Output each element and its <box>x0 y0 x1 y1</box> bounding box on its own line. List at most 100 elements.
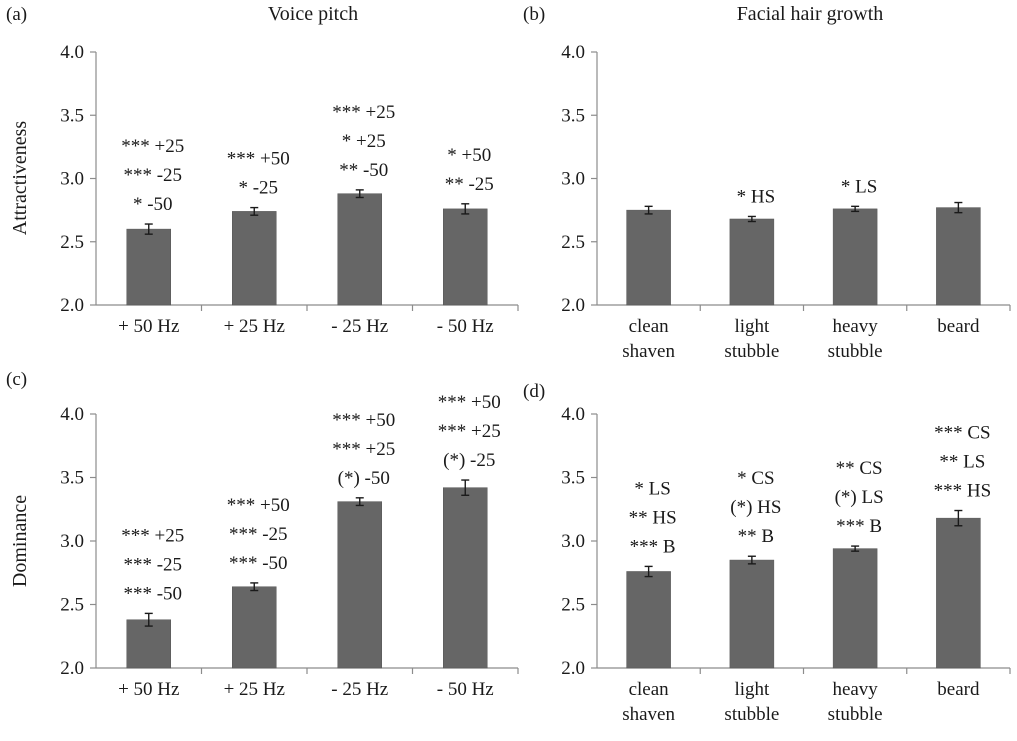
x-tick-label: - 25 Hz <box>331 679 388 700</box>
y-tick-label: 2.5 <box>561 232 585 253</box>
significance-annotation: ** -25 <box>445 174 494 195</box>
significance-annotation: ** -50 <box>339 160 388 181</box>
x-tick-label: clean <box>629 316 670 337</box>
significance-annotation: *** -50 <box>229 553 288 574</box>
y-axis-label: Dominance <box>9 495 31 587</box>
bar <box>626 209 671 306</box>
significance-annotation: * +50 <box>447 145 491 166</box>
y-tick-label: 4.0 <box>561 42 585 63</box>
x-tick-label: + 50 Hz <box>118 316 179 337</box>
panel-letter: (b) <box>523 4 545 25</box>
panel-a: (a) Voice pitch Attractiveness 2.0 2.5 3.0 3.5… <box>6 3 519 337</box>
significance-annotation: *** -25 <box>123 165 182 186</box>
y-tick-label: 4.0 <box>60 404 84 425</box>
y-tick-label: 2.5 <box>60 595 84 616</box>
significance-annotation: * CS <box>737 468 775 489</box>
significance-annotation: ** B <box>738 526 774 547</box>
x-tick-label: heavy <box>832 679 878 700</box>
panel-b: (b) Facial hair growth 2.0 2.5 3.0 3.5 4.0 clea… <box>523 3 1011 362</box>
x-tick-label: + 25 Hz <box>224 316 285 337</box>
bar <box>729 559 775 669</box>
x-tick-label: + 50 Hz <box>118 679 179 700</box>
y-tick-label: 2.5 <box>561 595 585 616</box>
x-tick-label: light <box>734 316 770 337</box>
bar <box>729 218 775 306</box>
significance-annotation: (*) LS <box>835 487 884 508</box>
x-tick-label: stubble <box>724 341 779 362</box>
bar <box>232 586 277 669</box>
y-tick-label: 2.0 <box>561 295 585 316</box>
y-tick-label: 3.5 <box>561 468 585 489</box>
panel-title: Facial hair growth <box>737 3 884 25</box>
bar <box>126 619 171 669</box>
x-tick-label: stubble <box>724 704 779 725</box>
significance-annotation: * HS <box>737 186 776 207</box>
y-tick-label: 2.0 <box>60 295 84 316</box>
panel-letter: (a) <box>6 4 27 25</box>
x-tick-label: - 25 Hz <box>331 316 388 337</box>
y-tick-label: 2.0 <box>60 658 84 679</box>
bar <box>337 501 382 669</box>
significance-annotation: * LS <box>841 176 877 197</box>
x-tick-label: shaven <box>622 704 675 725</box>
y-tick-label: 3.0 <box>561 169 585 190</box>
x-tick-label: shaven <box>622 341 675 362</box>
bar <box>936 517 981 669</box>
significance-annotation: (*) HS <box>730 497 781 518</box>
significance-annotation: ** CS <box>836 458 883 479</box>
significance-annotation: *** HS <box>934 481 992 502</box>
bar <box>936 207 981 306</box>
bar <box>337 193 382 306</box>
significance-annotation: *** +50 <box>227 495 290 516</box>
panel-d: (d) 2.0 2.5 3.0 3.5 4.0 * LS ** HS *** B clean sha… <box>523 381 1011 725</box>
significance-annotation: (*) -50 <box>338 468 390 489</box>
significance-annotation: *** +50 <box>438 392 501 413</box>
y-tick-label: 3.0 <box>60 531 84 552</box>
x-tick-label: - 50 Hz <box>437 679 494 700</box>
x-tick-label: beard <box>937 679 980 700</box>
bar <box>443 208 488 306</box>
x-tick-label: - 50 Hz <box>437 316 494 337</box>
significance-annotation: * LS <box>634 478 670 499</box>
significance-annotation: (*) -25 <box>443 450 495 471</box>
x-tick-label: clean <box>629 679 670 700</box>
panel-c: (c) Dominance 2.0 2.5 3.0 3.5 4.0 *** +25 *** -2… <box>6 369 519 700</box>
significance-annotation: *** -50 <box>123 583 182 604</box>
x-tick-label: beard <box>937 316 980 337</box>
y-axis-label: Attractiveness <box>9 121 31 236</box>
significance-annotation: *** +25 <box>332 102 395 123</box>
y-tick-label: 4.0 <box>60 42 84 63</box>
significance-annotation: *** -25 <box>123 554 182 575</box>
x-tick-label: light <box>734 679 770 700</box>
significance-annotation: * -50 <box>133 194 173 215</box>
significance-annotation: *** CS <box>934 423 991 444</box>
bar <box>626 571 671 669</box>
x-tick-label: + 25 Hz <box>224 679 285 700</box>
x-tick-label: heavy <box>832 316 878 337</box>
significance-annotation: *** +50 <box>227 149 290 170</box>
bar <box>126 228 171 306</box>
significance-annotation: * -25 <box>238 178 278 199</box>
bar <box>443 487 488 669</box>
y-tick-label: 2.0 <box>561 658 585 679</box>
significance-annotation: *** B <box>630 536 676 557</box>
significance-annotation: ** LS <box>939 452 985 473</box>
y-tick-label: 3.0 <box>60 169 84 190</box>
significance-annotation: *** +25 <box>121 525 184 546</box>
x-tick-label: stubble <box>828 704 883 725</box>
significance-annotation: *** -25 <box>229 524 288 545</box>
panel-letter: (d) <box>523 381 545 402</box>
y-tick-label: 3.5 <box>561 105 585 126</box>
significance-annotation: *** +25 <box>438 421 501 442</box>
significance-annotation: *** +50 <box>332 410 395 431</box>
significance-annotation: *** +25 <box>332 439 395 460</box>
x-tick-label: stubble <box>828 341 883 362</box>
y-tick-label: 3.5 <box>60 468 84 489</box>
bar <box>832 208 878 306</box>
y-tick-label: 2.5 <box>60 232 84 253</box>
panel-letter: (c) <box>6 369 27 390</box>
bar <box>832 548 878 669</box>
significance-annotation: *** B <box>836 516 882 537</box>
panel-title: Voice pitch <box>268 3 358 25</box>
